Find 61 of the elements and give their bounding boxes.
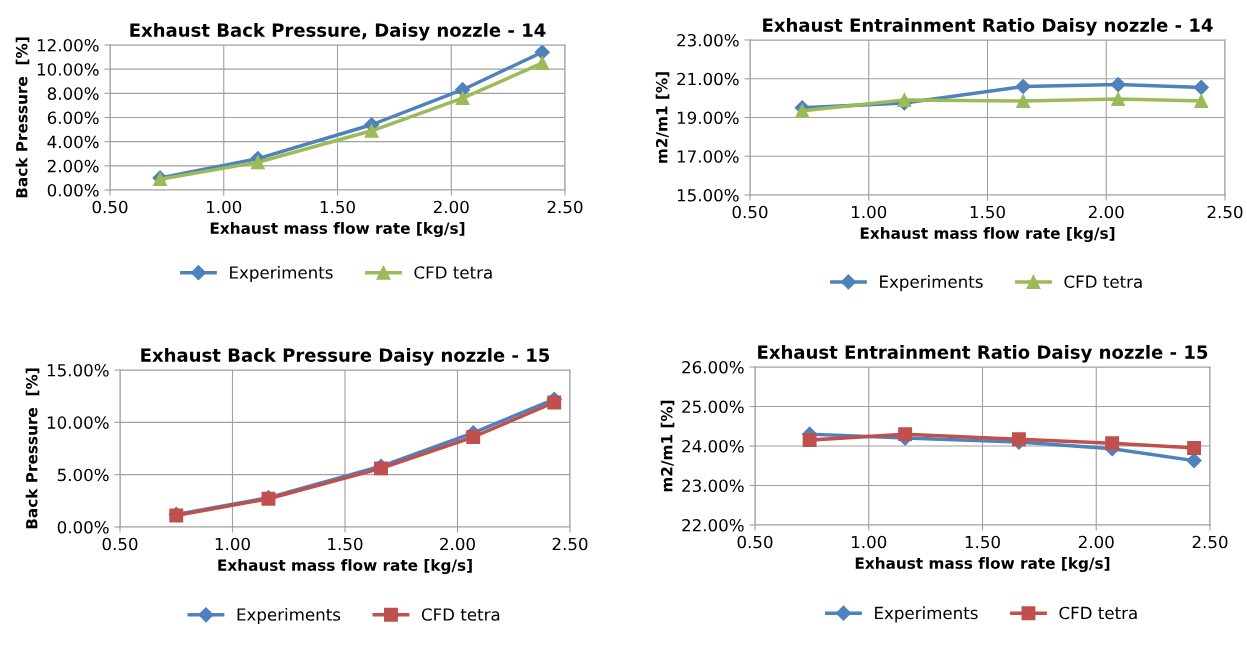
x-axis-title: Exhaust mass flow rate [kg/s]	[210, 222, 465, 238]
y-axis-title: Back Pressure [%]	[25, 368, 40, 529]
x-tick-label: 0.50	[732, 205, 768, 219]
chart-title: Exhaust Entrainment Ratio Daisy nozzle - 14	[763, 17, 1213, 36]
chart-title: Exhaust Entrainment Ratio Daisy nozzle - 15	[758, 344, 1208, 363]
y-tick-label: 19.00%	[677, 111, 739, 125]
y-tick-label: 24.00%	[682, 439, 744, 453]
x-tick-label: 2.00	[1078, 535, 1114, 549]
y-tick-label: 0.00%	[57, 520, 109, 534]
x-tick-label: 1.00	[852, 205, 887, 219]
legend-label: CFD tetra	[421, 608, 500, 621]
y-tick-label: 15.00%	[47, 363, 109, 377]
x-tick-label: 1.50	[320, 200, 355, 214]
x-tick-label: 1.50	[970, 205, 1005, 219]
y-tick-label: 22.00%	[682, 518, 744, 532]
legend-label: Experiments	[237, 607, 341, 625]
x-tick-label: 2.50	[552, 537, 588, 551]
y-tick-label: 5.00%	[57, 468, 109, 482]
y-tick-label: 21.00%	[677, 72, 739, 86]
y-tick-label: 8.00%	[47, 87, 99, 100]
y-axis-title: m2/m1 [%]	[660, 400, 675, 492]
y-tick-label: 23.00%	[677, 33, 739, 47]
y-tick-label: 6.00%	[47, 111, 99, 125]
y-tick-label: 4.00%	[47, 135, 99, 149]
y-tick-label: 23.00%	[682, 479, 744, 493]
x-tick-label: 2.00	[433, 200, 469, 214]
x-tick-label: 1.50	[328, 537, 363, 551]
x-tick-label: 2.50	[1207, 205, 1243, 219]
legend-label: CFD tetra	[1059, 606, 1137, 620]
x-axis-title: Exhaust mass flow rate [kg/s]	[860, 227, 1115, 243]
y-tick-label: 12.00%	[37, 38, 99, 52]
y-tick-label: 10.00%	[37, 63, 99, 76]
y-tick-label: 2.00%	[47, 159, 99, 173]
chart-title: Exhaust Back Pressure Daisy nozzle - 15	[141, 347, 550, 366]
legend-label: Experiments	[875, 606, 978, 623]
x-axis-title: Exhaust mass flow rate [kg/s]	[855, 557, 1110, 573]
y-tick-label: 26.00%	[682, 360, 744, 374]
x-tick-label: 1.00	[215, 537, 250, 551]
x-tick-label: 1.00	[852, 535, 887, 549]
legend-label: CFD tetra	[1064, 275, 1142, 288]
y-tick-label: 25.00%	[682, 400, 744, 414]
chart-title: Exhaust Back Pressure, Daisy nozzle - 14	[130, 22, 546, 41]
x-tick-label: 2.00	[440, 537, 475, 551]
y-axis-title: Back Pressure [%]	[15, 37, 30, 198]
x-tick-label: 0.50	[737, 535, 773, 549]
legend-label: Experiments	[230, 265, 333, 283]
x-tick-label: 1.50	[965, 535, 1000, 549]
x-tick-label: 2.00	[1088, 205, 1124, 219]
legend-label: Experiments	[880, 275, 983, 292]
y-tick-label: 10.00%	[47, 416, 109, 429]
x-axis-title: Exhaust mass flow rate [kg/s]	[218, 559, 472, 575]
x-tick-label: 0.50	[92, 200, 128, 214]
x-tick-label: 1.00	[207, 200, 242, 214]
y-axis-title: m2/m1 [%]	[655, 72, 670, 163]
x-tick-label: 2.50	[547, 200, 583, 214]
legend-label: CFD tetra	[414, 266, 492, 279]
y-tick-label: 15.00%	[677, 188, 739, 202]
x-tick-label: 0.50	[102, 537, 138, 551]
x-tick-label: 2.50	[1192, 535, 1228, 549]
y-tick-label: 0.00%	[47, 183, 99, 197]
y-tick-label: 17.00%	[677, 150, 739, 163]
